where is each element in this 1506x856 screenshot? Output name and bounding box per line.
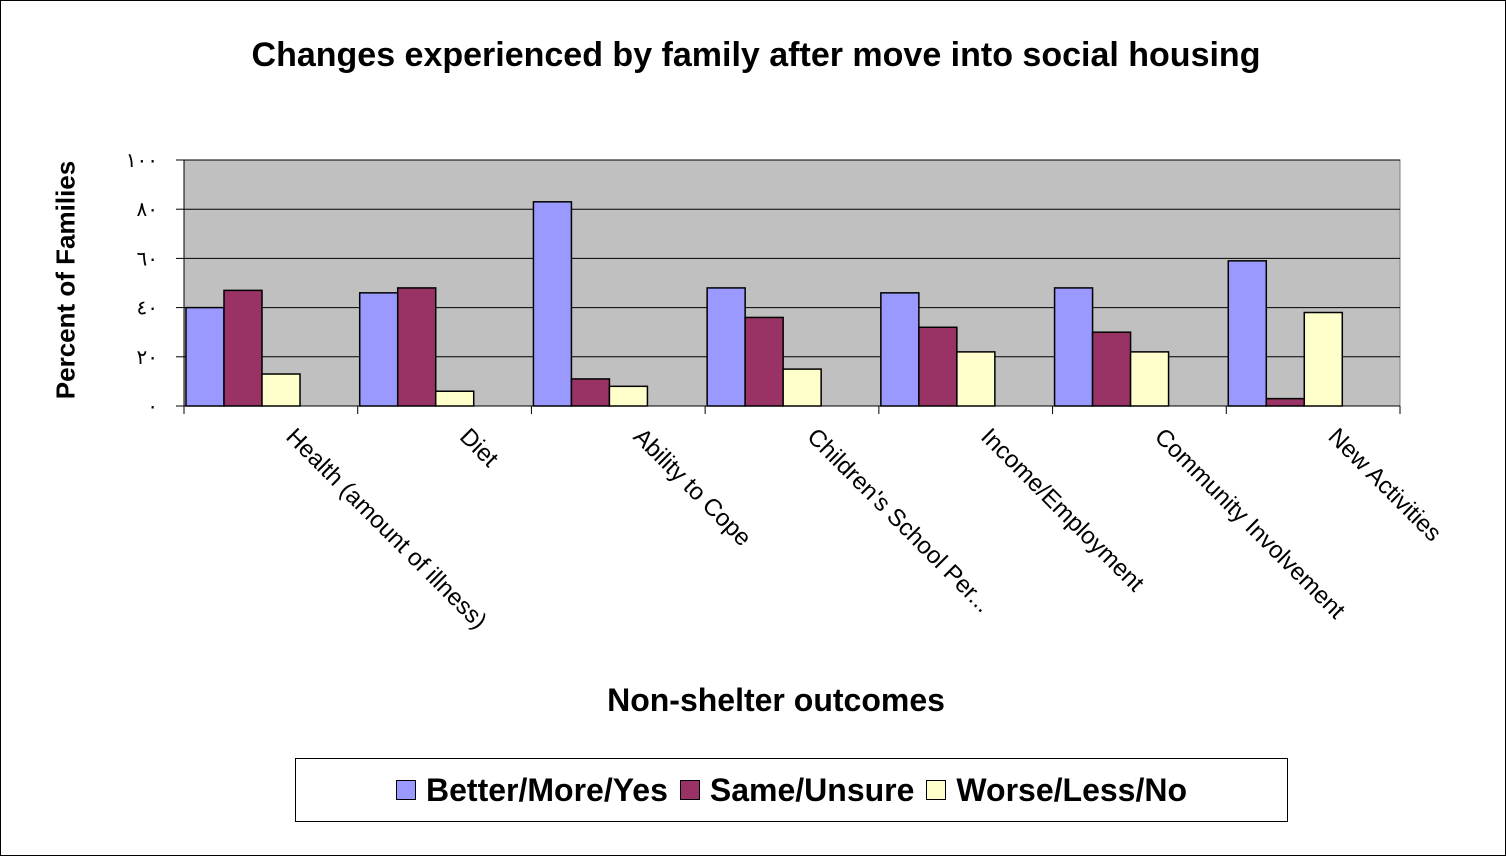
- bar: [396, 287, 437, 407]
- bar: [706, 287, 746, 407]
- bar: [782, 368, 822, 407]
- bar: [570, 378, 611, 407]
- legend-item-better: Better/More/Yes: [396, 772, 668, 809]
- x-tick-label: Health (amount of illness): [281, 423, 493, 635]
- bar: [185, 306, 225, 407]
- legend-label-same: Same/Unsure: [709, 771, 915, 808]
- legend-item-same: Same/Unsure: [679, 771, 915, 809]
- y-tick-label: ٦٠: [137, 246, 158, 270]
- chart-title: Changes experienced by family after move…: [251, 36, 1261, 74]
- legend-swatch-same: [679, 780, 700, 800]
- y-tick-label: ٠: [147, 394, 158, 418]
- x-tick-label: Diet: [454, 423, 504, 473]
- bar: [918, 326, 958, 407]
- x-tick-label: New Activities: [1323, 423, 1447, 547]
- bar: [358, 292, 399, 407]
- y-tick-label: ٨٠: [137, 197, 158, 221]
- legend-label-better: Better/More/Yes: [426, 771, 668, 808]
- legend: Better/More/Yes Same/Unsure Worse/Less/N…: [295, 758, 1288, 822]
- bar: [880, 292, 920, 407]
- bar: [608, 385, 649, 407]
- bar: [434, 390, 475, 407]
- bar: [1227, 260, 1268, 407]
- legend-swatch-better: [396, 780, 416, 800]
- legend-item-worse: Worse/Less/No: [926, 772, 1187, 809]
- x-tick-label: Children's School Per...: [802, 423, 997, 618]
- legend-label-worse: Worse/Less/No: [956, 771, 1187, 808]
- bar: [1303, 311, 1344, 407]
- x-tick-label: Community Involvement: [1149, 423, 1350, 624]
- bar: [1129, 351, 1170, 407]
- bar: [956, 351, 996, 407]
- bar: [1053, 287, 1094, 407]
- bar: [1091, 331, 1132, 407]
- bar: [1265, 397, 1306, 407]
- bar: [261, 373, 301, 407]
- x-tick-label: Income/Employment: [975, 423, 1149, 597]
- bar: [532, 201, 573, 407]
- y-tick-label: ٢٠: [137, 345, 158, 369]
- x-axis-title: Non-shelter outcomes: [607, 682, 945, 718]
- y-tick-label: ٤٠: [137, 296, 158, 320]
- x-tick-label: Ability to Cope: [628, 423, 757, 552]
- bar: [744, 316, 784, 407]
- y-tick-label: ١٠٠: [126, 148, 158, 172]
- bar: [223, 289, 263, 407]
- legend-swatch-worse: [926, 780, 947, 800]
